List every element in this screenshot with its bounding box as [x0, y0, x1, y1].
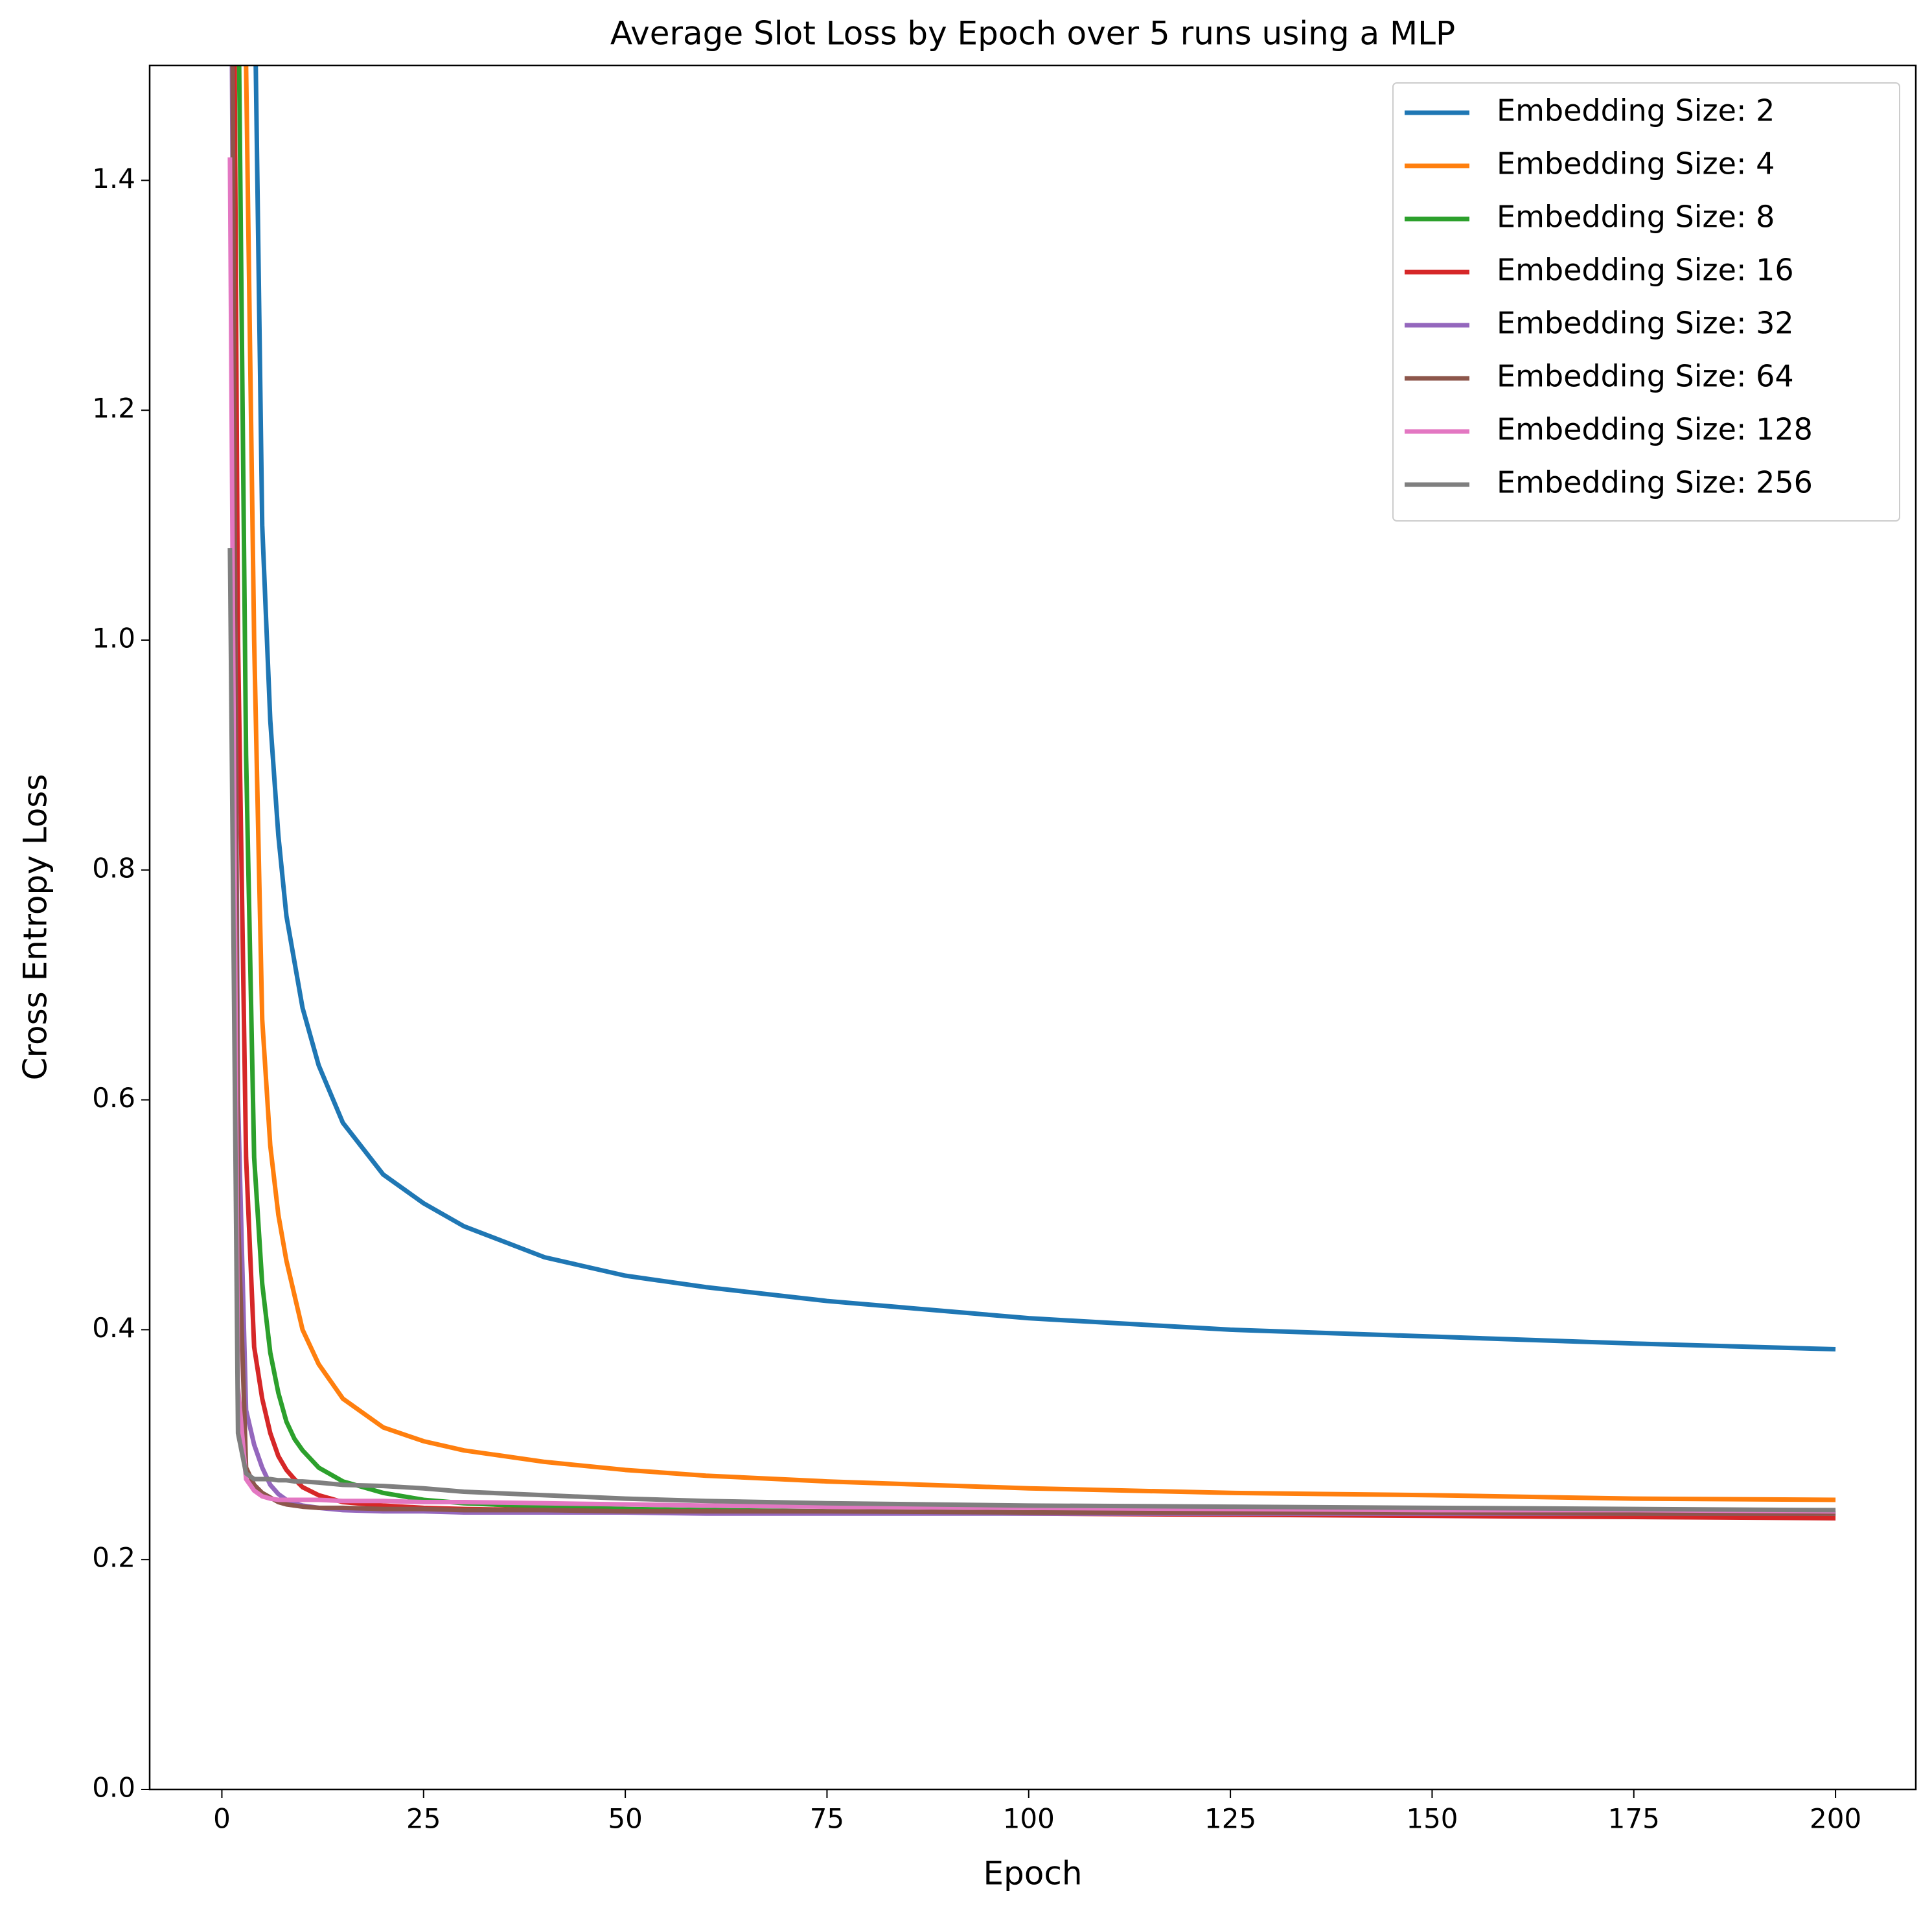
series-line — [253, 65, 1836, 1352]
y-tick-label: 0.6 — [92, 1082, 135, 1114]
plot-frame — [148, 64, 1917, 1791]
series-line — [227, 157, 1836, 1514]
plot-area — [227, 65, 1836, 1521]
y-tick-label: 0.2 — [92, 1542, 135, 1574]
legend-label: Embedding Size: 4 — [1497, 146, 1775, 181]
x-tick-label: 175 — [1608, 1803, 1660, 1835]
x-tick-label: 0 — [213, 1803, 231, 1835]
legend-label: Embedding Size: 32 — [1497, 306, 1794, 341]
x-axis-label: Epoch — [983, 1855, 1082, 1892]
legend-label: Embedding Size: 64 — [1497, 359, 1794, 394]
legend-box — [1392, 82, 1900, 522]
x-tick-label: 150 — [1406, 1803, 1458, 1835]
series-line — [230, 65, 1836, 1516]
legend-label: Embedding Size: 128 — [1497, 412, 1813, 447]
x-tick-label: 100 — [1003, 1803, 1055, 1835]
y-tick-label: 0.4 — [92, 1312, 135, 1344]
series-line — [244, 65, 1836, 1502]
y-tick-label: 0.0 — [92, 1772, 135, 1804]
legend-label: Embedding Size: 16 — [1497, 253, 1794, 288]
y-tick-label: 0.8 — [92, 852, 135, 884]
legend-label: Embedding Size: 256 — [1497, 465, 1813, 500]
y-tick-label: 1.0 — [92, 623, 135, 654]
x-tick-label: 50 — [608, 1803, 642, 1835]
x-tick-label: 75 — [810, 1803, 844, 1835]
legend-label: Embedding Size: 2 — [1497, 93, 1775, 128]
y-tick-label: 1.4 — [92, 163, 135, 194]
x-tick-label: 200 — [1810, 1803, 1861, 1835]
x-tick-label: 125 — [1204, 1803, 1256, 1835]
y-axis-label: Cross Entropy Loss — [17, 774, 54, 1081]
series-line — [227, 548, 1836, 1513]
chart-title: Average Slot Loss by Epoch over 5 runs u… — [610, 15, 1455, 52]
x-tick-label: 25 — [406, 1803, 441, 1835]
legend-label: Embedding Size: 8 — [1497, 200, 1775, 235]
y-tick-label: 1.2 — [92, 393, 135, 424]
